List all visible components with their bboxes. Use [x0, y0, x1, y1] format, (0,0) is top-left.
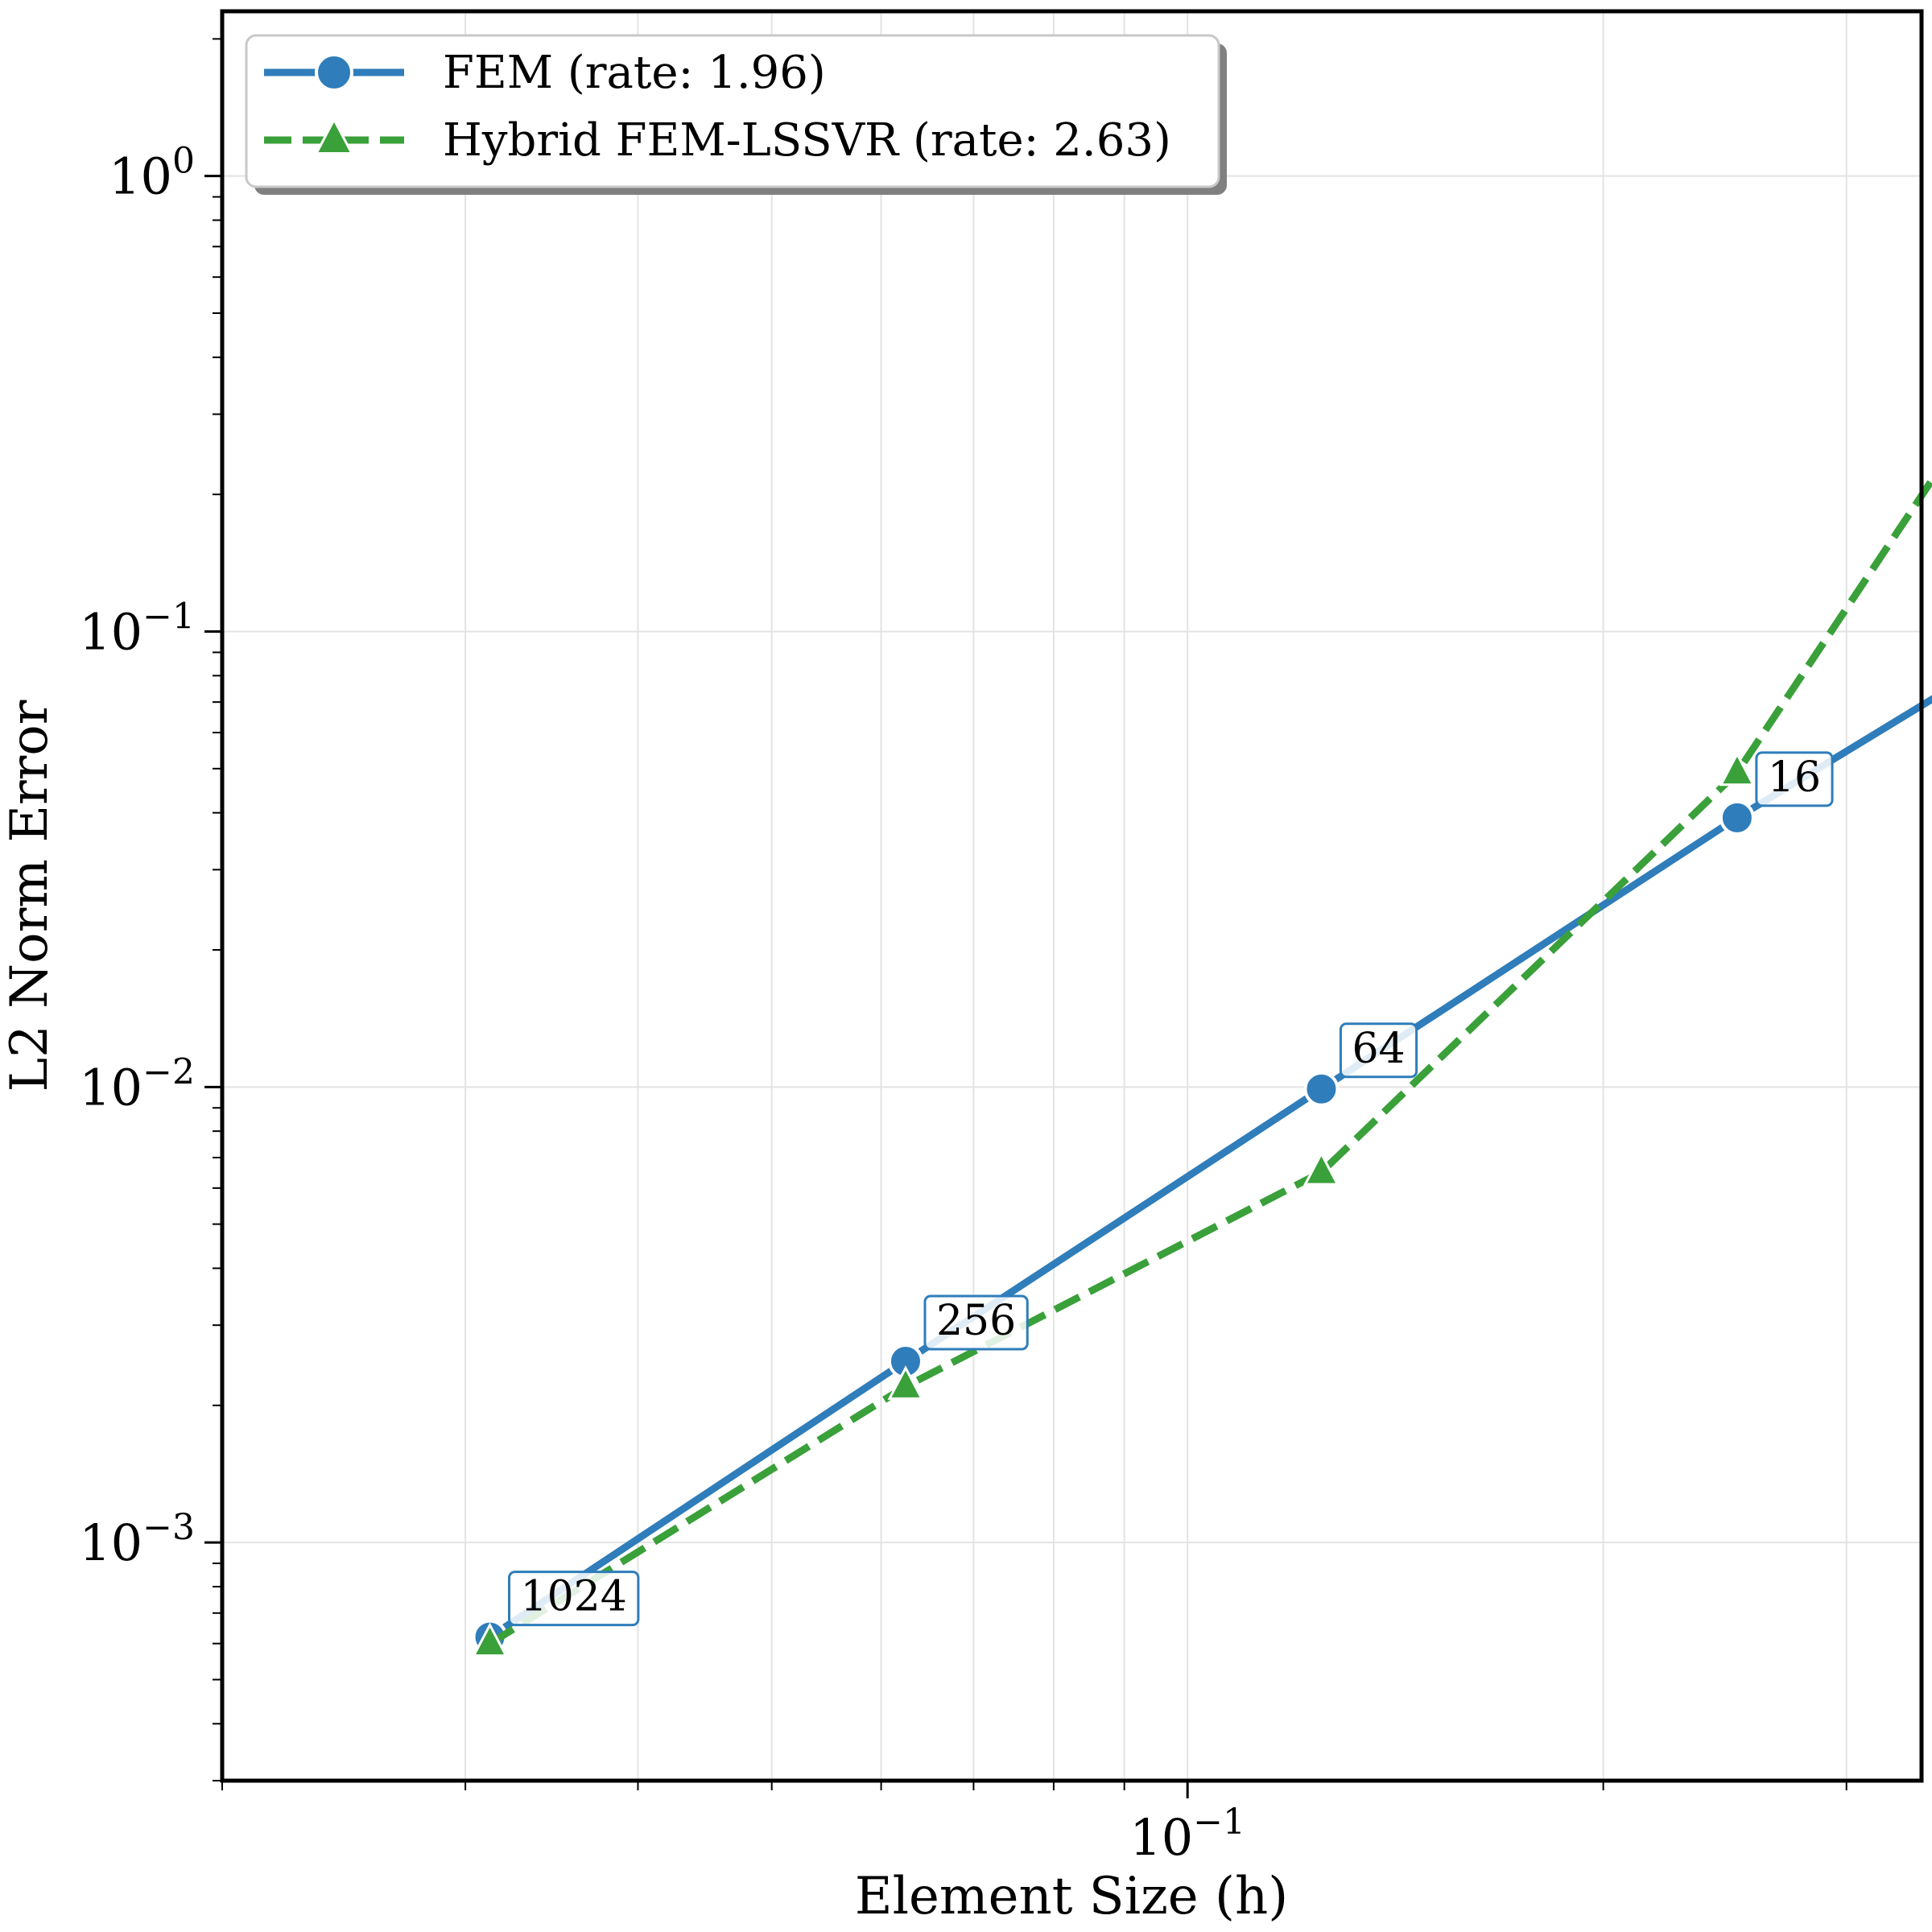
annotation-box — [508, 1571, 640, 1627]
legend-label: Hybrid FEM-LSSVR (rate: 2.63) — [443, 114, 1171, 167]
legend: FEM (rate: 1.96) Hybrid FEM-LSSVR (rate: … — [245, 34, 1227, 195]
grid — [221, 11, 1922, 1781]
legend-triangle-marker — [314, 117, 354, 155]
fem-line — [488, 695, 1932, 1641]
annotation-box — [923, 1294, 1029, 1351]
x-tick-label: 10−1 — [1129, 1802, 1245, 1867]
hybrid-point-marker — [887, 1365, 924, 1400]
y-axis-title: L2 Norm Error — [0, 700, 60, 1092]
point-annotation: 256 — [923, 1294, 1029, 1351]
legend-label: FEM (rate: 1.96) — [443, 47, 826, 99]
y-tick-label: 10−2 — [79, 1051, 195, 1117]
y-tick-label: 100 — [109, 141, 195, 206]
y-tick-label: 10−3 — [79, 1507, 195, 1572]
hybrid-point-marker — [472, 1622, 509, 1657]
axis-ticks: 10−1 100 10−1 10−2 10−3 — [79, 38, 1847, 1867]
annotation-label: 1024 — [521, 1573, 627, 1621]
point-annotations: 102425664164 — [508, 751, 1834, 1627]
annotation-label: 256 — [936, 1297, 1016, 1345]
legend-circle-marker — [315, 53, 353, 92]
legend-entry: Hybrid FEM-LSSVR (rate: 2.63) — [264, 114, 1171, 167]
annotation-label: 64 — [1352, 1025, 1405, 1073]
hybrid-series — [472, 473, 1932, 1657]
annotation-box — [1339, 1022, 1418, 1079]
x-axis-title: Element Size (h) — [855, 1867, 1288, 1926]
fem-point-marker — [1719, 799, 1755, 836]
annotation-box — [1755, 751, 1834, 807]
annotation-label: 16 — [1768, 753, 1821, 802]
fem-series — [472, 695, 1932, 1655]
hybrid-point-marker — [1719, 751, 1756, 786]
y-tick-label: 10−1 — [79, 596, 195, 661]
point-annotation: 16 — [1755, 751, 1834, 807]
point-annotation: 64 — [1339, 1022, 1418, 1079]
hybrid-line — [488, 473, 1932, 1647]
plot-frame — [220, 9, 1924, 1783]
series-layer — [472, 473, 1932, 1657]
hybrid-point-marker — [1302, 1150, 1340, 1186]
legend-entry: FEM (rate: 1.96) — [264, 47, 826, 99]
fem-point-marker — [1303, 1071, 1340, 1107]
legend-box — [245, 34, 1220, 188]
point-annotation: 1024 — [508, 1571, 640, 1627]
